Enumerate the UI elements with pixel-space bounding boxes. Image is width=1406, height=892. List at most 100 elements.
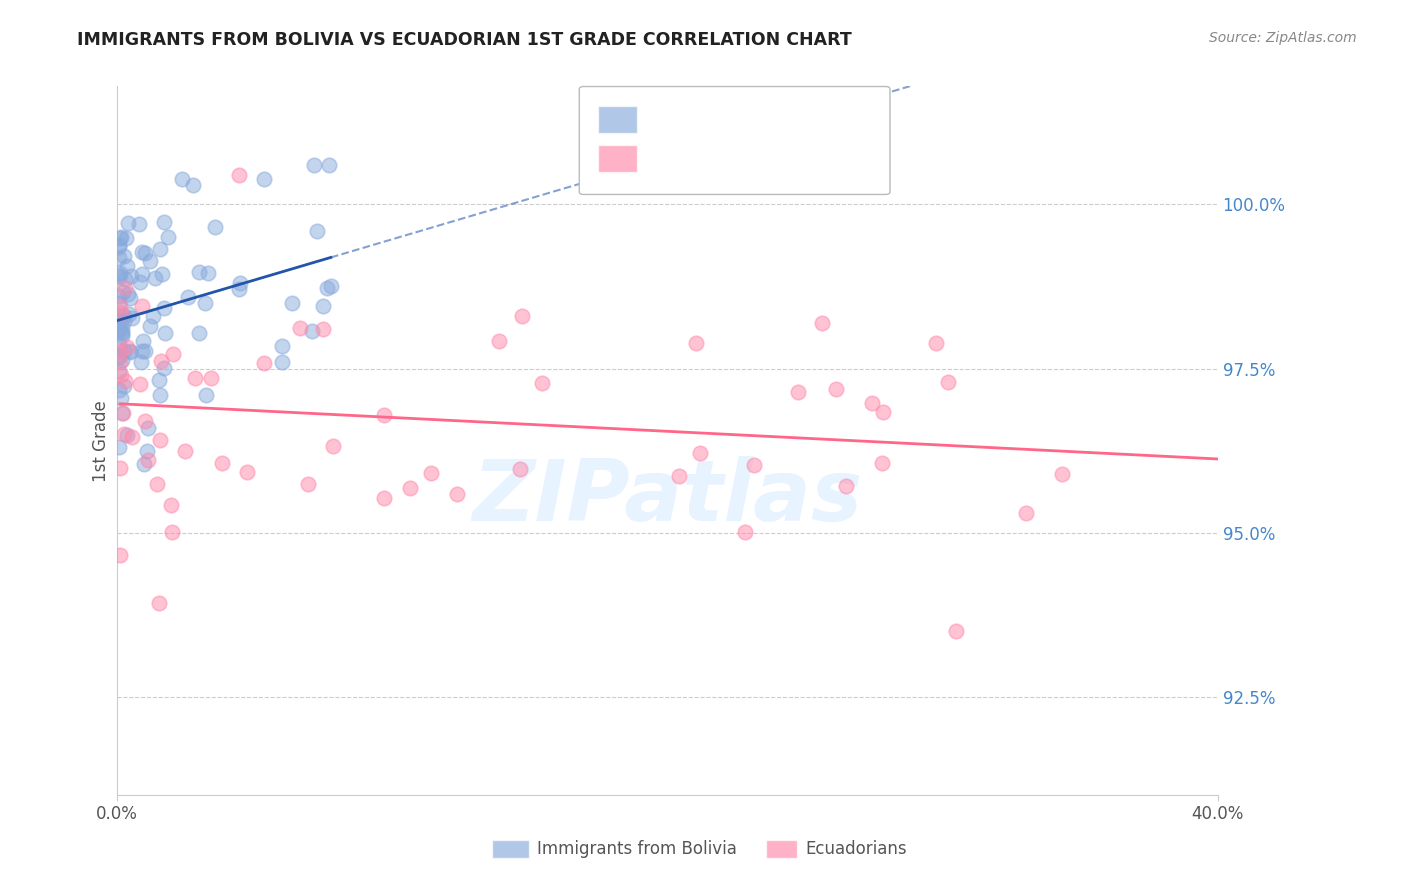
Point [112,314,135,328]
Text: IMMIGRANTS FROM BOLIVIA VS ECUADORIAN 1ST GRADE CORRELATION CHART: IMMIGRANTS FROM BOLIVIA VS ECUADORIAN 1S… [77,31,852,49]
Point [860,396,883,410]
Point [211,456,233,470]
Point [107,268,129,282]
Text: ZIPatlas: ZIPatlas [472,456,863,539]
Point [108,343,131,358]
Point [108,461,131,475]
Point [139,254,162,268]
Point [115,340,138,354]
Point [115,428,138,442]
Point [734,524,756,539]
Point [114,281,136,295]
Point [107,384,129,398]
Point [399,481,422,495]
Point [117,287,139,301]
Point [107,349,129,363]
Point [112,378,135,392]
Point [373,491,395,505]
Point [134,414,156,428]
Point [110,352,132,367]
Point [305,224,328,238]
Point [152,301,174,315]
Point [373,408,395,422]
Point [318,158,340,172]
Point [108,354,131,368]
Point [153,215,176,229]
Point [149,434,172,448]
Point [108,440,131,454]
Point [742,458,765,473]
Point [288,321,311,335]
Point [153,326,176,340]
Point [162,347,184,361]
Point [148,596,170,610]
Point [835,479,858,493]
Point [187,265,209,279]
Point [685,336,707,351]
Point [149,388,172,402]
Point [870,456,893,470]
Point [136,421,159,435]
Point [173,443,195,458]
Point [110,266,132,280]
Point [304,158,326,172]
Point [936,375,959,389]
Point [108,313,131,327]
Point [107,289,129,303]
Point [194,388,217,402]
Text: R =  0.157: R = 0.157 [651,111,737,126]
Point [253,171,276,186]
Point [114,427,136,442]
Point [153,361,176,376]
Point [446,487,468,501]
Point [110,368,132,383]
Point [271,339,294,353]
Point [143,271,166,285]
Point [1050,467,1073,481]
Point [149,242,172,256]
Point [149,354,172,368]
Point [129,354,152,368]
Point [825,383,848,397]
Point [107,238,129,252]
Point [157,230,180,244]
Text: Source: ZipAtlas.com: Source: ZipAtlas.com [1209,31,1357,45]
Point [110,300,132,314]
Point [107,240,129,254]
Point [530,376,553,390]
Point [132,334,155,349]
Point [668,468,690,483]
Text: N = 61: N = 61 [801,150,858,165]
Point [184,370,207,384]
Point [228,282,250,296]
Point [197,266,219,280]
Point [322,439,344,453]
Point [110,391,132,405]
Point [111,406,134,420]
Point [187,326,209,340]
Point [139,318,162,333]
Point [194,295,217,310]
Point [120,343,142,358]
Point [229,276,252,290]
Point [107,350,129,364]
Point [120,268,142,283]
Point [945,624,967,638]
Text: Ecuadorians: Ecuadorians [806,840,907,858]
Point [131,267,153,281]
Point [129,377,152,392]
Point [118,307,141,321]
Point [204,219,226,234]
Point [170,172,193,186]
Point [253,356,276,370]
Point [872,405,894,419]
Point [108,296,131,310]
Point [121,430,143,444]
Point [111,406,134,420]
Point [108,231,131,245]
Point [131,343,153,358]
Point [181,178,204,193]
Point [112,285,135,299]
Point [319,279,342,293]
Point [315,281,337,295]
